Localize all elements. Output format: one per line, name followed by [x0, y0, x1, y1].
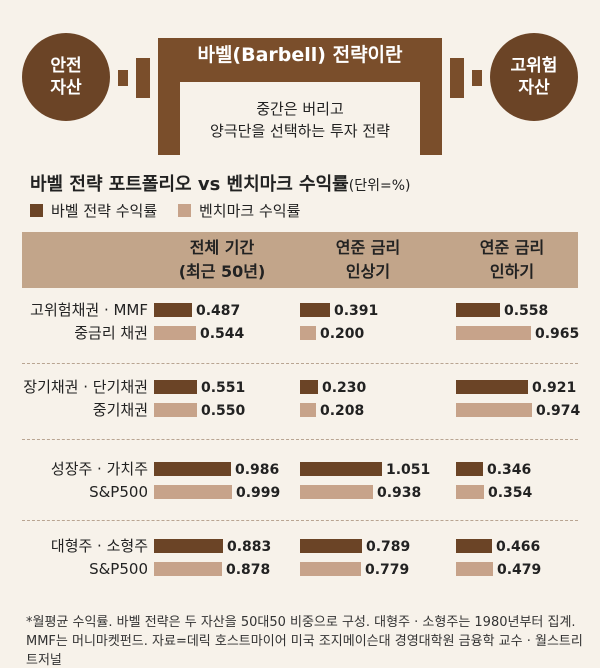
benchmark-value-label: 0.200 [320, 326, 365, 342]
row-label: 중기채권 [92, 401, 148, 419]
barbell-bar [154, 380, 197, 394]
column-header-hike: 연준 금리 인상기 [298, 236, 438, 284]
row-label: 중금리 채권 [74, 324, 148, 342]
column-header-cut-line2: 인하기 [489, 262, 535, 281]
high-risk-asset-circle: 고위험 자산 [490, 33, 578, 121]
benchmark-value-label: 0.550 [201, 403, 246, 419]
safe-asset-circle: 안전 자산 [22, 33, 110, 121]
barbell-value-label: 0.558 [504, 303, 549, 319]
row-divider [22, 520, 578, 521]
barbell-bar [456, 539, 492, 553]
benchmark-bar [154, 403, 197, 417]
table-header-band [22, 232, 578, 288]
barbell-value-label: 0.487 [196, 303, 241, 319]
header-subtitle-line1: 중간은 버리고 [256, 100, 344, 118]
legend-barbell-label: 바벨 전략 수익률 [51, 202, 158, 220]
benchmark-value-label: 0.354 [488, 485, 533, 501]
barbell-bar [456, 303, 500, 317]
legend-benchmark: 벤치마크 수익률 [178, 200, 300, 221]
legend-barbell-swatch [30, 204, 43, 217]
barbell-bar [300, 380, 318, 394]
row-divider [22, 363, 578, 364]
row-label: 장기채권 · 단기채권 [23, 378, 148, 396]
safe-asset-label-line1: 안전 [50, 56, 82, 76]
benchmark-value-label: 0.544 [200, 326, 245, 342]
row-label: 성장주 · 가치주 [50, 460, 148, 478]
column-header-hike-line2: 인상기 [345, 262, 391, 281]
barbell-right-collar [450, 58, 464, 98]
barbell-bar [300, 539, 362, 553]
column-header-hike-line1: 연준 금리 [335, 238, 401, 257]
legend-benchmark-swatch [178, 204, 191, 217]
benchmark-value-label: 0.938 [377, 485, 422, 501]
barbell-value-label: 0.466 [496, 539, 541, 555]
barbell-value-label: 0.986 [235, 462, 280, 478]
benchmark-value-label: 0.479 [497, 562, 542, 578]
barbell-bar [456, 462, 483, 476]
benchmark-value-label: 0.974 [536, 403, 581, 419]
benchmark-value-label: 0.965 [535, 326, 580, 342]
barbell-value-label: 0.789 [366, 539, 411, 555]
chart-unit: (단위=%) [348, 178, 411, 194]
footnote-line2: MMF는 머니마켓펀드. 자료=데릭 호스트마이어 미국 조지메이슨대 경영대학… [26, 634, 583, 668]
barbell-bar [154, 462, 231, 476]
column-header-cut-line1: 연준 금리 [479, 238, 545, 257]
legend-barbell: 바벨 전략 수익률 [30, 200, 157, 221]
benchmark-bar [154, 485, 232, 499]
benchmark-value-label: 0.999 [236, 485, 281, 501]
header-subtitle-line2: 양극단을 선택하는 투자 전략 [210, 122, 390, 140]
header-title: 바벨(Barbell) 전략이란 [197, 44, 403, 66]
benchmark-bar [300, 326, 316, 340]
column-header-total: 전체 기간 (최근 50년) [152, 236, 292, 284]
chart-title-block: 바벨 전략 포트폴리오 vs 벤치마크 수익률(단위=%) [30, 170, 410, 196]
barbell-bar [456, 380, 528, 394]
chart-title: 바벨 전략 포트폴리오 vs 벤치마크 수익률 [30, 174, 349, 195]
high-risk-asset-label-line1: 고위험 [510, 56, 558, 76]
footnote-line1: *월평균 수익률. 바벨 전략은 두 자산을 50대50 비중으로 구성. 대형… [26, 615, 576, 630]
barbell-left-tip [118, 70, 128, 86]
high-risk-asset-label-line2: 자산 [518, 78, 550, 98]
benchmark-bar [456, 326, 531, 340]
benchmark-bar [300, 562, 361, 576]
barbell-value-label: 0.346 [487, 462, 532, 478]
column-header-total-line2: (최근 50년) [178, 262, 266, 281]
barbell-value-label: 0.391 [334, 303, 379, 319]
row-label: S&P500 [89, 560, 148, 578]
barbell-left-collar [136, 58, 150, 98]
safe-asset-label-line2: 자산 [50, 78, 82, 98]
benchmark-bar [154, 562, 222, 576]
barbell-value-label: 0.921 [532, 380, 577, 396]
row-label: 고위험채권 · MMF [30, 301, 148, 319]
barbell-bar [158, 38, 442, 82]
barbell-bar [154, 303, 192, 317]
benchmark-bar [456, 485, 484, 499]
benchmark-bar [300, 403, 316, 417]
barbell-value-label: 0.883 [227, 539, 272, 555]
benchmark-bar [456, 403, 532, 417]
benchmark-value-label: 0.208 [320, 403, 365, 419]
legend-benchmark-label: 벤치마크 수익률 [199, 202, 301, 220]
barbell-bar [300, 462, 382, 476]
barbell-bar [300, 303, 330, 317]
column-header-total-line1: 전체 기간 [189, 238, 255, 257]
benchmark-bar [456, 562, 493, 576]
barbell-value-label: 1.051 [386, 462, 431, 478]
benchmark-value-label: 0.779 [365, 562, 410, 578]
benchmark-bar [154, 326, 196, 340]
barbell-diagram: 안전 자산 고위험 자산 바벨(Barbell) 전략이란 중간은 버리고 양극… [0, 0, 600, 160]
row-divider [22, 439, 578, 440]
benchmark-value-label: 0.878 [226, 562, 271, 578]
column-header-cut: 연준 금리 인하기 [442, 236, 582, 284]
barbell-value-label: 0.551 [201, 380, 246, 396]
barbell-value-label: 0.230 [322, 380, 367, 396]
row-label: S&P500 [89, 483, 148, 501]
barbell-right-tip [472, 70, 482, 86]
row-label: 대형주 · 소형주 [50, 537, 148, 555]
benchmark-bar [300, 485, 373, 499]
barbell-bar [154, 539, 223, 553]
